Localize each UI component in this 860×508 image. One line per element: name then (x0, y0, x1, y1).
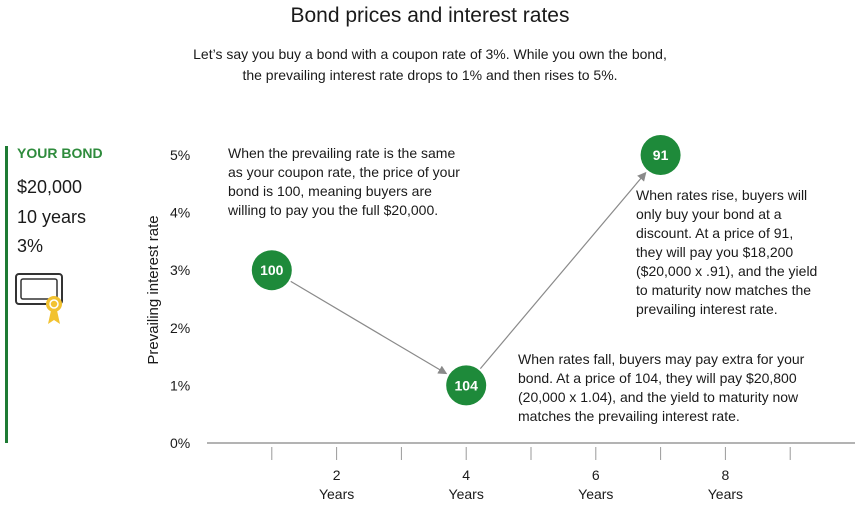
your-bond-accent-bar (5, 146, 8, 443)
annotation-line: When the prevailing rate is the same (228, 145, 456, 161)
annotation-line: matches the prevailing interest rate. (518, 408, 740, 424)
x-tick-label: 8 (722, 467, 730, 483)
y-tick-labels: 0% 1% 2% 3% 4% 5% (170, 147, 190, 451)
annotation-line: When rates rise, buyers will (636, 187, 808, 203)
y-tick-label: 3% (170, 262, 190, 278)
y-tick-label: 4% (170, 205, 190, 221)
annotation-line: willing to pay you the full $20,000. (228, 202, 439, 218)
annotation-line: prevailing interest rate. (636, 301, 778, 317)
chart-title: Bond prices and interest rates (290, 4, 570, 27)
trend-arrow (290, 280, 448, 375)
x-tick-sublabel: Years (319, 486, 354, 502)
y-tick-label: 2% (170, 320, 190, 336)
your-bond-heading: YOUR BOND (17, 145, 103, 161)
price-label: 91 (653, 147, 669, 163)
annotation-line: When rates fall, buyers may pay extra fo… (518, 351, 805, 367)
y-tick-label: 5% (170, 147, 190, 163)
annotation-line: discount. At a price of 91, (636, 225, 794, 241)
y-tick-label: 0% (170, 435, 190, 451)
trend-arrow (479, 171, 647, 369)
bond-term: 10 years (17, 207, 87, 227)
chart-subtitle: Let’s say you buy a bond with a coupon r… (150, 44, 710, 86)
price-label: 100 (260, 262, 284, 278)
rate-path-arrows (290, 171, 647, 375)
bond-amount: $20,000 (17, 177, 83, 197)
annotation-line: bond is 100, meaning buyers are (228, 183, 432, 199)
annotation-rates-rise: When rates rise, buyers will only buy yo… (636, 186, 856, 319)
price-markers: 100 104 91 (251, 135, 681, 406)
x-tick-sublabel: Years (449, 486, 484, 502)
annotation-line: bond. At a price of 104, they will pay $… (518, 370, 797, 386)
subtitle-line-2: the prevailing interest rate drops to 1%… (242, 67, 618, 83)
x-tick-label: 6 (592, 467, 600, 483)
bond-coupon: 3% (17, 236, 44, 256)
x-tick-label: 4 (462, 467, 470, 483)
annotation-line: only buy your bond at a (636, 206, 782, 222)
annotation-line: they will pay you $18,200 (636, 244, 794, 260)
x-tick-sublabel: Years (578, 486, 613, 502)
price-marker (251, 250, 292, 291)
price-marker (640, 135, 681, 175)
annotation-line: ($20,000 x .91), and the yield (636, 263, 818, 279)
x-tick-marks: 2 Years 4 Years 6 Years 8 Years (271, 447, 791, 502)
annotation-line: to maturity now matches the (636, 282, 812, 298)
bond-certificate-icon (15, 273, 63, 324)
x-tick-sublabel: Years (708, 486, 743, 502)
annotation-same-rate: When the prevailing rate is the same as … (228, 144, 508, 220)
annotation-line: as your coupon rate, the price of your (228, 164, 460, 180)
annotation-line: (20,000 x 1.04), and the yield to maturi… (518, 389, 799, 405)
y-tick-label: 1% (170, 377, 190, 393)
subtitle-line-1: Let’s say you buy a bond with a coupon r… (193, 46, 667, 62)
price-marker (446, 365, 487, 406)
y-axis-label: Prevailing interest rate (145, 215, 162, 364)
annotation-rates-fall: When rates fall, buyers may pay extra fo… (518, 350, 858, 426)
x-tick-label: 2 (333, 467, 341, 483)
price-label: 104 (455, 377, 479, 393)
